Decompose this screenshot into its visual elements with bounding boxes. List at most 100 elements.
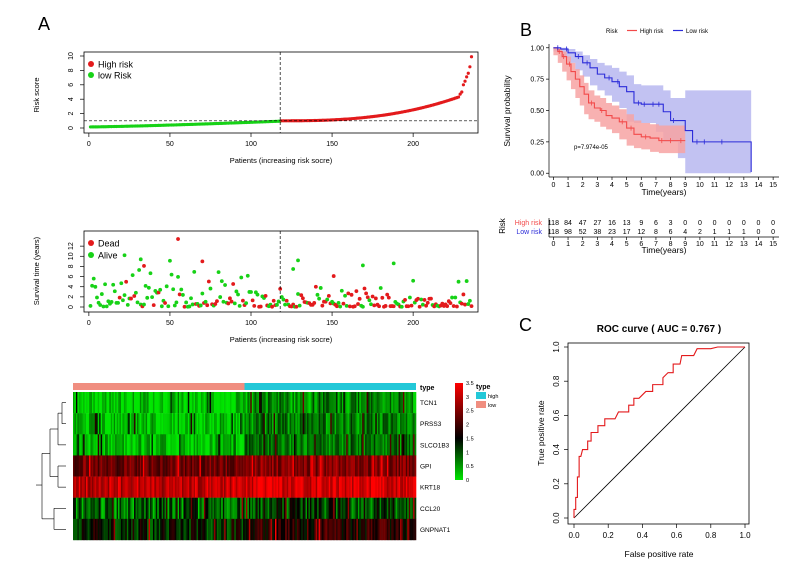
heatmap-cell [289, 413, 292, 435]
heatmap-cell [279, 413, 282, 435]
roc-ytick-label: 1.0 [552, 341, 561, 353]
heatmap-cell [370, 455, 373, 477]
heatmap-cell [174, 434, 177, 456]
heatmap-cell [155, 497, 158, 520]
heatmap-cell [388, 392, 391, 414]
heatmap-cell [119, 434, 122, 456]
heatmap-cell [119, 497, 122, 520]
heatmap-cell [163, 455, 165, 477]
color-scale-tick-label: 2 [466, 423, 469, 429]
heatmap-cell [315, 413, 318, 435]
survival-time-point-alive [216, 270, 221, 275]
heatmap-cell [170, 476, 173, 498]
heatmap-cell [392, 518, 395, 541]
heatmap-cell [225, 476, 228, 498]
heatmap-cell [227, 497, 229, 520]
heatmap-cell [110, 434, 113, 456]
heatmap-cell [248, 497, 251, 520]
survival-time-point-dead [252, 303, 257, 308]
heatmap-cell [129, 476, 132, 498]
heatmap-cell [243, 476, 245, 498]
heatmap-cell [116, 476, 119, 498]
heatmap-cell [414, 413, 417, 435]
heatmap-cell [154, 476, 157, 498]
heatmap-cell [113, 434, 116, 456]
heatmap-cell [267, 392, 270, 414]
heatmap-cell [331, 497, 334, 520]
heatmap-cell [209, 476, 212, 498]
heatmap-cell [157, 497, 160, 520]
heatmap-cell [243, 455, 245, 477]
heatmap-cell [314, 413, 317, 435]
heatmap-cell [122, 476, 125, 498]
survival-time-point-alive [103, 282, 107, 287]
heatmap-cell [347, 518, 350, 541]
heatmap-cell [327, 497, 330, 520]
survival-time-xlabel: Patients (increasing risk socre) [230, 335, 333, 344]
heatmap-cell [174, 497, 177, 520]
heatmap-cell [88, 413, 91, 435]
heatmap-cell [347, 392, 350, 414]
survival-time-point-dead [349, 292, 354, 297]
heatmap-cell [378, 413, 380, 435]
heatmap-cell [293, 392, 296, 414]
heatmap-cell [261, 476, 264, 498]
heatmap-cell [346, 455, 348, 477]
heatmap-cell [398, 476, 401, 498]
heatmap-cell [401, 455, 404, 477]
heatmap-cell [248, 392, 251, 414]
heatmap-cell [205, 476, 208, 498]
heatmap-cell [385, 455, 388, 477]
heatmap-cell [352, 518, 354, 541]
heatmap-cell [277, 518, 280, 541]
heatmap-cell [243, 392, 245, 414]
heatmap-cell [102, 413, 104, 435]
heatmap-cell [247, 518, 250, 541]
heatmap-cell [385, 518, 388, 541]
heatmap-cell [357, 434, 360, 456]
heatmap-cell [200, 455, 203, 477]
heatmap-cell [203, 455, 206, 477]
heatmap-cell [119, 413, 122, 435]
heatmap-cell [407, 455, 410, 477]
heatmap-cell [94, 392, 97, 414]
heatmap-cell [164, 413, 167, 435]
heatmap-cell [346, 413, 348, 435]
km-xtick-label: 0 [551, 182, 555, 189]
heatmap-cell [221, 518, 223, 541]
heatmap-cell [331, 476, 334, 498]
heatmap-cell [372, 476, 375, 498]
heatmap-cell [315, 518, 318, 541]
risk-score-point-high [465, 75, 469, 79]
heatmap-cell [139, 518, 142, 541]
heatmap-cell [301, 434, 303, 456]
heatmap-cell [180, 476, 183, 498]
heatmap-cell [286, 518, 289, 541]
heatmap-cell [73, 413, 75, 435]
heatmap-cell [318, 392, 321, 414]
heatmap-cell [244, 497, 247, 520]
heatmap-cell [337, 476, 340, 498]
heatmap-cell [321, 518, 324, 541]
survival-time-point-alive [111, 282, 116, 287]
heatmap-cell [86, 518, 88, 541]
heatmap-cell [158, 497, 161, 520]
survival-time-point-alive [208, 286, 213, 291]
heatmap-cell [389, 413, 392, 435]
heatmap-cell [237, 392, 239, 414]
heatmap-cell [389, 476, 392, 498]
survival-time-point-alive [169, 272, 174, 277]
heatmap-cell [206, 413, 209, 435]
heatmap-cell [229, 455, 232, 477]
heatmap-cell [102, 518, 104, 541]
heatmap-cell [333, 455, 335, 477]
heatmap-cell [112, 476, 114, 498]
heatmap-cell [384, 455, 386, 477]
heatmap-cell [218, 413, 221, 435]
heatmap-cell [397, 497, 399, 520]
heatmap-cell [299, 434, 302, 456]
heatmap-cell [216, 476, 219, 498]
heatmap-cell [309, 434, 312, 456]
heatmap-cell [338, 497, 341, 520]
